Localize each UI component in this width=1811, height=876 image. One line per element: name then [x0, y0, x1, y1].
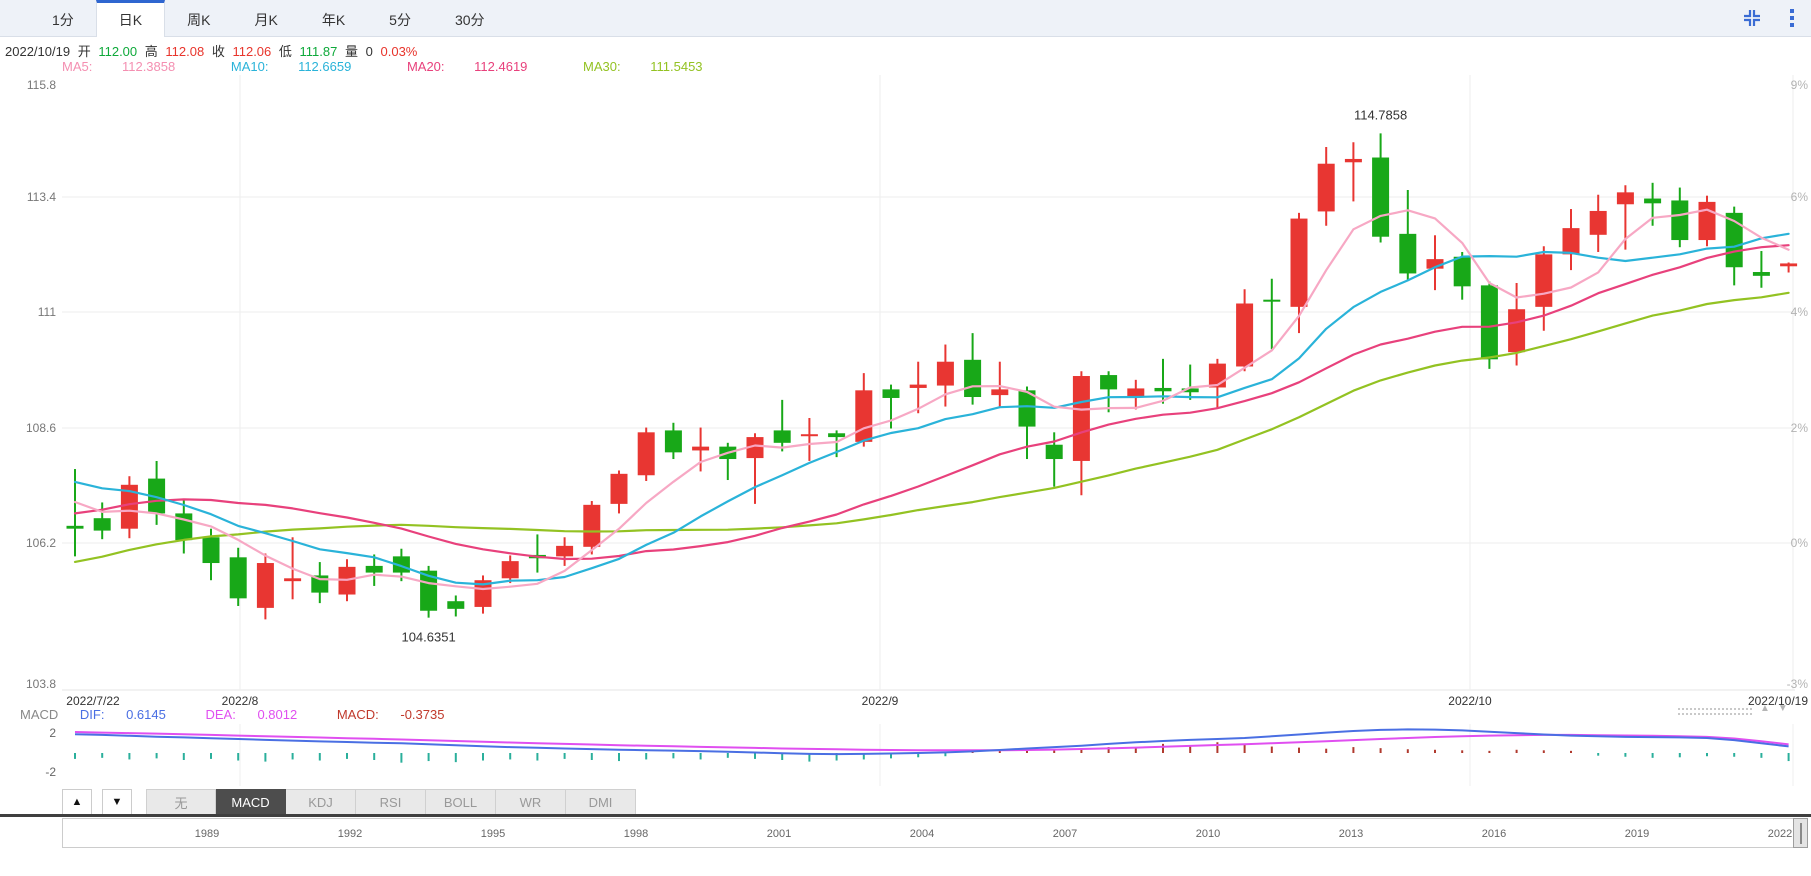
percent-axis-label: 0% — [1790, 536, 1808, 550]
indicator-none[interactable]: 无 — [146, 789, 216, 815]
scroll-grip[interactable] — [1678, 708, 1752, 715]
tabbar-icons — [1741, 0, 1811, 36]
indicator-wr[interactable]: WR — [496, 789, 566, 815]
ma30-legend: MA30: 111.5453 — [583, 59, 703, 74]
close-value: 112.06 — [232, 44, 272, 59]
tab-1min[interactable]: 1分 — [52, 11, 74, 28]
tab-yearly[interactable]: 年K — [321, 11, 346, 28]
low-value: 111.87 — [299, 44, 338, 59]
high-label: 高 — [144, 44, 158, 59]
percent-axis-label: 9% — [1790, 78, 1808, 92]
indicator-macd[interactable]: MACD — [216, 789, 286, 815]
price-axis-label: 103.8 — [25, 677, 56, 691]
close-label: 收 — [211, 44, 225, 59]
tab-5min[interactable]: 5分 — [389, 11, 411, 28]
period-tabbar: 1分 日K 周K 月K 年K 5分 30分 — [0, 0, 1811, 37]
tab-daily[interactable]: 日K — [95, 0, 166, 37]
open-label: 开 — [77, 44, 91, 59]
price-axis-label: 113.4 — [26, 190, 56, 204]
collapse-icon[interactable] — [1741, 7, 1763, 29]
svg-text:104.6351: 104.6351 — [401, 630, 455, 645]
macd-axis-bottom: -2 — [45, 765, 56, 779]
indicator-boll[interactable]: BOLL — [426, 789, 496, 815]
timeline-navigator[interactable] — [62, 818, 1808, 848]
date-axis-label: 2022/8 — [221, 694, 259, 708]
low-label: 低 — [278, 44, 292, 59]
macd-dif: DIF: 0.6145 — [79, 707, 166, 722]
price-axis-label: 115.8 — [26, 78, 56, 92]
navigator-year-label: 2010 — [1195, 828, 1221, 840]
navigator-year-label: 2022 — [1767, 828, 1793, 840]
kebab-menu-icon[interactable] — [1781, 7, 1803, 29]
indicator-rsi[interactable]: RSI — [356, 789, 426, 815]
price-axis-label: 111 — [37, 305, 56, 319]
percent-axis-label: 6% — [1790, 190, 1808, 204]
pane-down-button[interactable]: ▼ — [102, 789, 132, 815]
date-axis-label: 2022/9 — [861, 694, 899, 708]
date-axis-label: 2022/10 — [1448, 694, 1492, 708]
indicator-dmi[interactable]: DMI — [566, 789, 636, 815]
high-value: 112.08 — [165, 44, 205, 59]
tab-monthly[interactable]: 月K — [254, 11, 278, 28]
price-axis-label: 106.2 — [25, 536, 56, 550]
navigator-year-label: 1989 — [194, 828, 220, 840]
navigator-year-label: 2004 — [909, 828, 935, 840]
indicator-group: 无 MACD KDJ RSI BOLL WR DMI — [146, 789, 636, 815]
navigator-year-label: 2013 — [1338, 828, 1364, 840]
navigator-year-label: 2016 — [1481, 828, 1507, 840]
navigator-year-label: 2001 — [766, 828, 792, 840]
ohlc-info-row: 2022/10/19 开 112.00 高 112.08 收 112.06 低 … — [5, 41, 421, 60]
macd-value: MACD: -0.3735 — [336, 707, 445, 722]
volume-value: 0 — [365, 44, 373, 59]
price-axis-label: 108.6 — [25, 421, 56, 435]
macd-title: MACD — [20, 707, 59, 722]
pane-up-button[interactable]: ▲ — [62, 789, 92, 815]
tab-30min[interactable]: 30分 — [454, 11, 485, 28]
navigator-year-label: 2019 — [1624, 828, 1650, 840]
quote-date: 2022/10/19 — [5, 44, 71, 59]
volume-label: 量 — [345, 44, 359, 59]
macd-info-row: MACD DIF: 0.6145 DEA: 0.8012 MACD: -0.37… — [20, 707, 480, 722]
tab-weekly[interactable]: 周K — [187, 11, 211, 28]
svg-text:114.7858: 114.7858 — [1354, 107, 1407, 122]
navigator-year-label: 1998 — [623, 828, 649, 840]
change-pct: 0.03% — [380, 44, 418, 59]
navigator-year-label: 2007 — [1052, 828, 1078, 840]
macd-axis-top: 2 — [49, 726, 56, 740]
navigator-handle[interactable] — [1793, 818, 1808, 848]
ma20-legend: MA20: 112.4619 — [406, 59, 528, 74]
macd-dea: DEA: 0.8012 — [205, 707, 298, 722]
open-value: 112.00 — [98, 44, 138, 59]
percent-axis-label: -3% — [1786, 677, 1808, 691]
ma10-legend: MA10: 112.6659 — [230, 59, 352, 74]
percent-axis-label: 2% — [1790, 421, 1808, 435]
navigator-year-label: 1992 — [337, 828, 363, 840]
date-axis-label: 2022/10/19 — [1747, 694, 1808, 708]
indicator-kdj[interactable]: KDJ — [286, 789, 356, 815]
date-axis-label: 2022/7/22 — [66, 694, 120, 708]
ma5-legend: MA5: 112.3858 — [62, 59, 176, 74]
percent-axis-label: 4% — [1790, 305, 1808, 319]
indicator-bar: ▲ ▼ 无 MACD KDJ RSI BOLL WR DMI — [62, 789, 636, 815]
navigator-separator — [0, 814, 1811, 817]
navigator-year-label: 1995 — [480, 828, 506, 840]
scroll-arrows[interactable]: ▲▼ — [1760, 703, 1796, 714]
ma-legend-row: MA5: 112.3858 MA10: 112.6659 MA20: 112.4… — [62, 59, 755, 74]
